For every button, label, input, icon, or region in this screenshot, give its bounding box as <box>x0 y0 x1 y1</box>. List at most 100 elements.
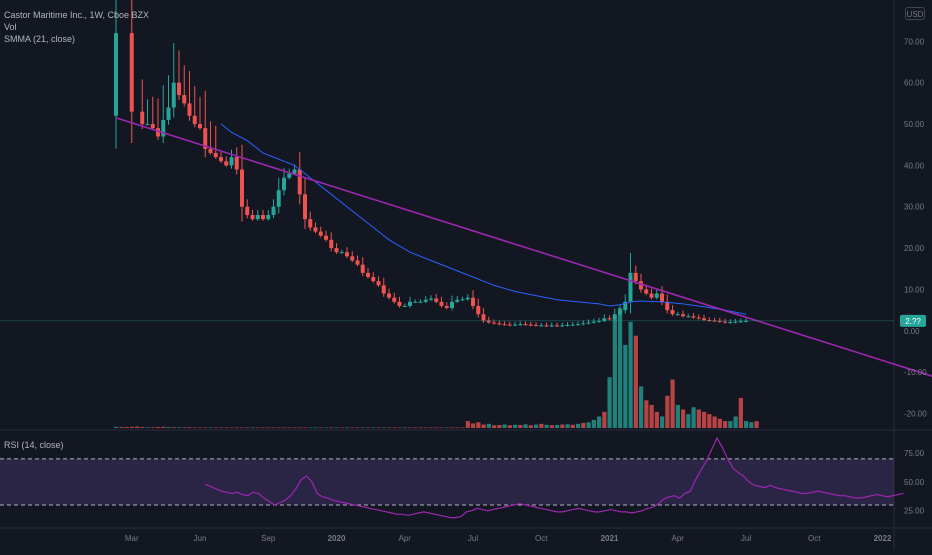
volume-bar <box>387 427 392 429</box>
candle-body <box>665 301 670 311</box>
currency-button[interactable]: USD <box>905 7 925 20</box>
candles <box>114 0 748 328</box>
volume-bar <box>224 427 229 429</box>
rsi-path <box>205 436 904 519</box>
candle-body <box>486 320 491 323</box>
candle-body <box>723 321 727 323</box>
candle-body <box>528 324 533 326</box>
candle-body <box>387 293 391 298</box>
volume-bar <box>717 418 722 428</box>
candle-body <box>502 324 507 326</box>
volume-bar <box>345 427 350 429</box>
candle-body <box>413 301 418 303</box>
candle-body <box>329 239 334 249</box>
candle-body <box>313 227 318 232</box>
rsi-band <box>0 458 894 506</box>
candle-body <box>696 317 701 319</box>
volume-bar <box>140 427 145 428</box>
volume-bar <box>534 424 539 428</box>
volume-bar <box>507 425 512 428</box>
volume-bar <box>570 424 575 428</box>
volume-bar <box>481 424 486 428</box>
volume-bar <box>591 419 596 428</box>
candle-body <box>360 264 365 273</box>
candle-body <box>702 318 706 321</box>
volume-legend[interactable]: Vol <box>4 22 17 32</box>
rsi-band-fill <box>0 458 894 505</box>
volume-bar <box>198 427 203 429</box>
volume-bar <box>560 424 565 428</box>
candle-body <box>555 325 559 327</box>
volume-bar <box>413 427 418 429</box>
volume-bar <box>670 379 675 428</box>
volume-bar <box>355 427 360 429</box>
candle-body <box>728 322 733 324</box>
candle-body <box>581 323 586 325</box>
candle-body <box>234 157 239 170</box>
volume-bar <box>712 416 717 428</box>
volume-bar <box>455 427 460 429</box>
trendline-path <box>115 117 932 377</box>
candle-body <box>576 324 580 326</box>
time-tick-label: Oct <box>808 534 821 543</box>
volume-bar <box>728 421 733 428</box>
rsi-legend[interactable]: RSI (14, close) <box>4 440 64 450</box>
candle-body <box>224 161 229 166</box>
candle-body <box>434 298 439 302</box>
volume-bar <box>255 427 260 429</box>
volume-bar <box>376 427 381 429</box>
volume-bar <box>145 427 150 428</box>
candle-body <box>497 323 502 325</box>
smma-legend[interactable]: SMMA (21, close) <box>4 34 76 44</box>
volume-bars <box>114 308 759 429</box>
candle-body <box>334 248 339 253</box>
candle-body <box>355 260 360 265</box>
volume-bar <box>156 427 161 428</box>
candle-body <box>612 314 617 320</box>
volume-bar <box>177 427 182 428</box>
candle-body <box>444 305 449 309</box>
candle-body <box>114 33 118 116</box>
candle-body <box>544 325 549 327</box>
rsi-tick-label: 50.00 <box>904 478 925 487</box>
volume-bar <box>439 427 444 429</box>
time-axis[interactable]: MarJunSep2020AprJulOct2021AprJulOct2022A… <box>125 534 932 543</box>
rsi-axis[interactable]: 75.00 50.00 25.00 <box>904 449 925 516</box>
candle-body <box>192 115 197 125</box>
candle-body <box>507 324 512 326</box>
volume-bar <box>334 427 339 429</box>
candle-body <box>182 95 187 104</box>
candle-body <box>250 215 255 220</box>
volume-bar <box>518 425 523 428</box>
candle-body <box>371 277 376 282</box>
candle-body <box>366 272 370 278</box>
volume-bar <box>612 317 617 428</box>
volume-bar <box>639 386 644 428</box>
price-axis[interactable]: 70.00 60.00 50.00 40.00 30.00 20.00 10.00 0.00 -… <box>904 37 927 418</box>
price-tick-label: 40.00 <box>904 161 925 170</box>
volume-bar <box>654 411 659 428</box>
trend-line[interactable] <box>115 117 932 381</box>
volume-bar <box>371 427 376 429</box>
volume-bar <box>423 427 428 429</box>
candle-body <box>455 299 460 302</box>
time-tick-label: Jul <box>468 534 478 543</box>
volume-bar <box>492 425 497 428</box>
candle-body <box>492 322 496 324</box>
volume-bar <box>308 427 313 429</box>
volume-bar <box>166 427 171 428</box>
candle-body <box>402 305 407 307</box>
candle-body <box>297 169 302 195</box>
rsi-tick-label: 75.00 <box>904 449 925 458</box>
candle-body <box>639 281 643 290</box>
volume-bar <box>250 427 255 429</box>
symbol-title[interactable]: Castor Maritime Inc., 1W, Cboe BZX <box>4 10 150 20</box>
volume-bar <box>245 427 250 429</box>
volume-bar <box>691 407 696 428</box>
candle-body <box>203 128 208 149</box>
candle-body <box>686 316 691 318</box>
volume-bar <box>665 395 670 428</box>
candle-body <box>586 322 591 324</box>
smma-line <box>220 123 747 315</box>
